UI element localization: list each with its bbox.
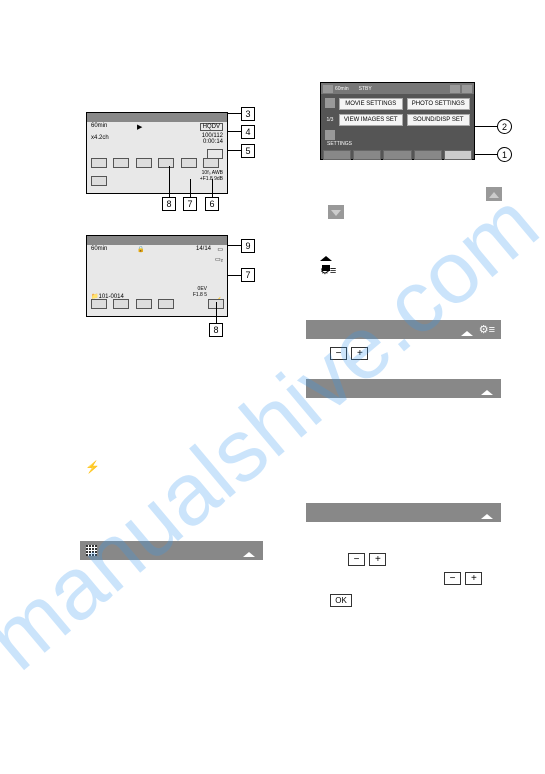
- adjust-controls-2: − +: [348, 549, 386, 567]
- scroll-down-box[interactable]: [328, 205, 344, 219]
- bar-left: [80, 541, 263, 560]
- down-arrow[interactable]: [325, 130, 335, 140]
- menu-settings-screen: 60min STBY MOVIE SETTINGS PHOTO SETTINGS…: [320, 82, 475, 160]
- callout-8b: 8: [209, 323, 223, 337]
- menu-view-images[interactable]: VIEW IMAGES SET: [339, 114, 403, 126]
- play-btn-2[interactable]: [136, 299, 152, 309]
- menu-page: 1/3: [325, 117, 335, 123]
- size-icon: ▭₂: [215, 256, 223, 263]
- minus-btn-2[interactable]: −: [348, 553, 365, 566]
- ok-button[interactable]: OK: [330, 594, 352, 607]
- tab-3[interactable]: [383, 150, 411, 160]
- callout-6: 6: [205, 197, 219, 211]
- tab-1[interactable]: [323, 150, 351, 160]
- circle-2: 2: [497, 119, 512, 134]
- protect-icon: 🔒: [137, 246, 144, 253]
- adjust-controls-3: − +: [444, 568, 482, 586]
- callout-9: 9: [241, 239, 255, 253]
- next-btn-2[interactable]: [158, 299, 174, 309]
- media-icon: ▭: [217, 246, 223, 253]
- circle-1: 1: [497, 147, 512, 162]
- next-btn[interactable]: [203, 158, 219, 168]
- volume-controls-1: − +: [330, 343, 368, 361]
- minus-btn-3[interactable]: −: [444, 572, 461, 585]
- bar-right-2: [306, 379, 501, 398]
- rew-btn[interactable]: [136, 158, 152, 168]
- close-x[interactable]: [323, 85, 333, 93]
- callout-5: 5: [241, 144, 255, 158]
- menu-sound-disp[interactable]: SOUND/DISP SET: [407, 114, 471, 126]
- plus-btn-1[interactable]: +: [351, 347, 368, 360]
- rec-time: 60min: [91, 123, 107, 129]
- home-icon-bar2: [481, 382, 493, 405]
- up-arrow[interactable]: [325, 98, 335, 108]
- settings-label: SETTINGS: [321, 140, 474, 148]
- menu-a: [450, 85, 460, 93]
- home-icon-bar3: [481, 506, 493, 529]
- rec-time-2: 60min: [91, 246, 107, 252]
- plus-btn-3[interactable]: +: [465, 572, 482, 585]
- callout-8: 8: [162, 197, 176, 211]
- scroll-up-box[interactable]: [486, 187, 502, 201]
- play-icon: ▶: [137, 123, 142, 131]
- format-badge: HQDV: [200, 123, 223, 131]
- home-icon-left: [243, 544, 255, 567]
- menu-photo-settings[interactable]: PHOTO SETTINGS: [407, 98, 471, 110]
- gear-icon-bar1: ⚙≡: [479, 323, 495, 336]
- callout-7b: 7: [241, 268, 255, 282]
- ff-btn[interactable]: [181, 158, 197, 168]
- tab-4[interactable]: [414, 150, 442, 160]
- callout-3: 3: [241, 107, 255, 121]
- home-icon-bar1: [461, 323, 473, 346]
- minus-btn-1[interactable]: −: [330, 347, 347, 360]
- photo-counter: 14/14: [196, 246, 211, 252]
- playtime: 0:00:14: [202, 139, 223, 145]
- menu-time: 60min: [335, 86, 349, 92]
- index-icon: [86, 545, 97, 556]
- screen-movie-playback: 60min ▶ HQDV 100/112 0:00:14 x4.2ch 📷▶ 1…: [86, 112, 228, 194]
- callout-7: 7: [183, 197, 197, 211]
- watermark-text: manualshive.com: [0, 172, 545, 690]
- screen-photo-playback: 60min 🔒 14/14 ▭ ▭₂ 0EV F1.8 5 📁101-0014 …: [86, 235, 228, 317]
- prev-btn[interactable]: [113, 158, 129, 168]
- bar-right-1: ⚙≡: [306, 320, 501, 339]
- tab-5[interactable]: [444, 150, 472, 160]
- category-tabs: [321, 148, 474, 162]
- zoom: x4.2ch: [91, 135, 109, 141]
- menu-movie-settings[interactable]: MOVIE SETTINGS: [339, 98, 403, 110]
- return-btn[interactable]: [91, 158, 107, 168]
- bar-right-3: [306, 503, 501, 522]
- flash-symbol: ⚡: [85, 460, 100, 474]
- callout-4: 4: [241, 125, 255, 139]
- tab-2[interactable]: [353, 150, 381, 160]
- plus-btn-2[interactable]: +: [369, 553, 386, 566]
- play-btn[interactable]: [158, 158, 174, 168]
- prev-btn-2[interactable]: [113, 299, 129, 309]
- option-btn[interactable]: [91, 176, 107, 186]
- menu-status: STBY: [359, 86, 372, 92]
- menu-b: [462, 85, 472, 93]
- return-btn-2[interactable]: [91, 299, 107, 309]
- settings-toolbox-icon: ⚙≡: [320, 264, 336, 277]
